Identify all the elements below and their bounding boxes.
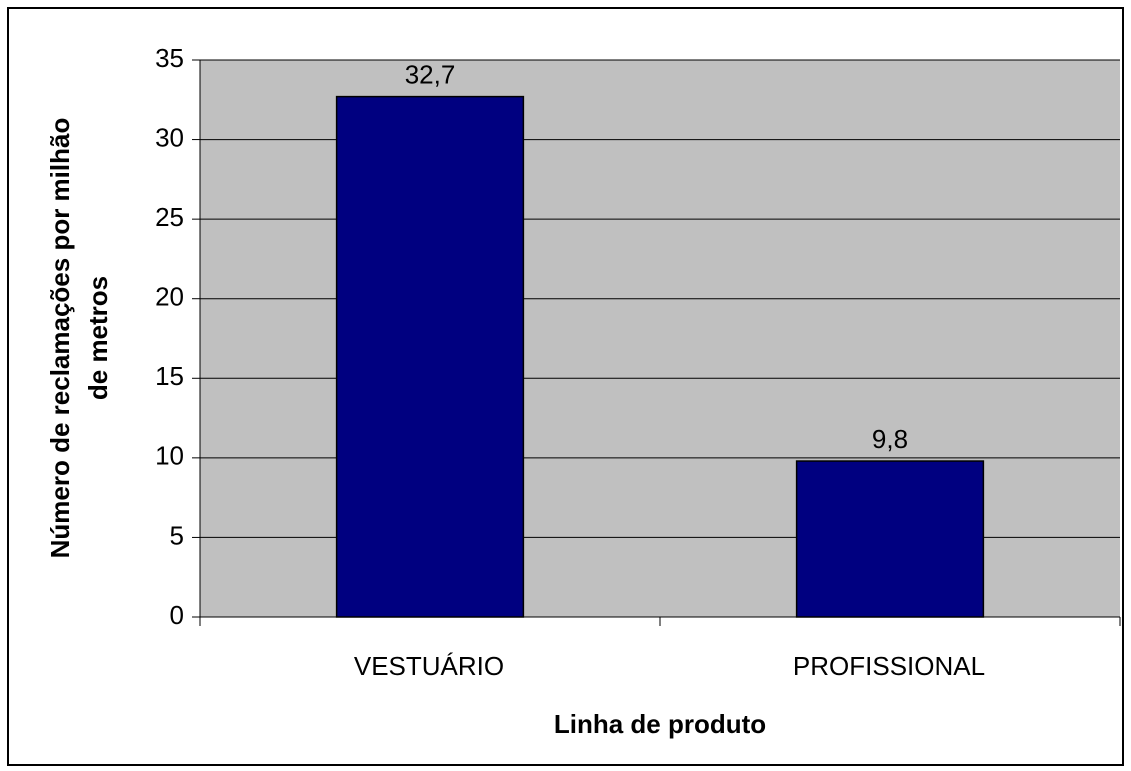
y-tick-label: 35	[155, 43, 184, 73]
y-tick-label: 30	[155, 122, 184, 152]
y-tick-label: 10	[155, 441, 184, 471]
bar	[335, 95, 525, 618]
x-axis-title: Linha de produto	[554, 709, 766, 739]
data-label: 32,7	[405, 59, 456, 89]
y-axis-title: de metros	[83, 276, 113, 400]
y-tick-label: 0	[170, 600, 184, 630]
x-tick-label: PROFISSIONAL	[793, 651, 985, 681]
y-tick-label: 20	[155, 282, 184, 312]
y-tick-label: 25	[155, 202, 184, 232]
data-label: 9,8	[872, 424, 908, 454]
y-axis-title: Número de reclamações por milhão	[45, 118, 75, 559]
y-tick-label: 15	[155, 361, 184, 391]
y-tick-label: 5	[170, 520, 184, 550]
x-tick-label: VESTUÁRIO	[354, 651, 504, 681]
bar	[795, 460, 985, 618]
